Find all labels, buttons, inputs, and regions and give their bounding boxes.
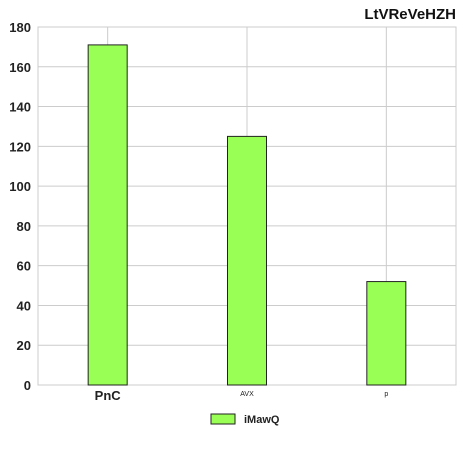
y-tick-label: 160: [9, 60, 31, 75]
y-tick-label: 140: [9, 100, 31, 115]
y-tick-label: 80: [17, 219, 31, 234]
y-tick-label: 180: [9, 20, 31, 35]
bar: [226, 135, 268, 386]
legend: iMawQ: [210, 413, 280, 426]
chart-title: LtVReVeHZH: [364, 6, 456, 23]
x-axis: PnC AVX p: [95, 388, 389, 403]
y-tick-label: 60: [17, 259, 31, 274]
y-tick-label: 100: [9, 179, 31, 194]
y-tick-label: 120: [9, 139, 31, 154]
y-axis: 0 20 40 60 80 100 120 140 160 180: [9, 20, 31, 393]
legend-label: iMawQ: [244, 414, 280, 426]
y-tick-label: 0: [24, 378, 31, 393]
bar-layer: [87, 44, 407, 386]
x-tick-label: AVX: [240, 391, 254, 398]
legend-swatch: [210, 413, 236, 425]
bar: [87, 44, 128, 386]
x-tick-label: p: [384, 391, 388, 398]
x-tick-label: PnC: [95, 388, 122, 403]
y-tick-label: 20: [17, 338, 31, 353]
y-tick-label: 40: [17, 298, 31, 313]
bar: [366, 281, 407, 386]
